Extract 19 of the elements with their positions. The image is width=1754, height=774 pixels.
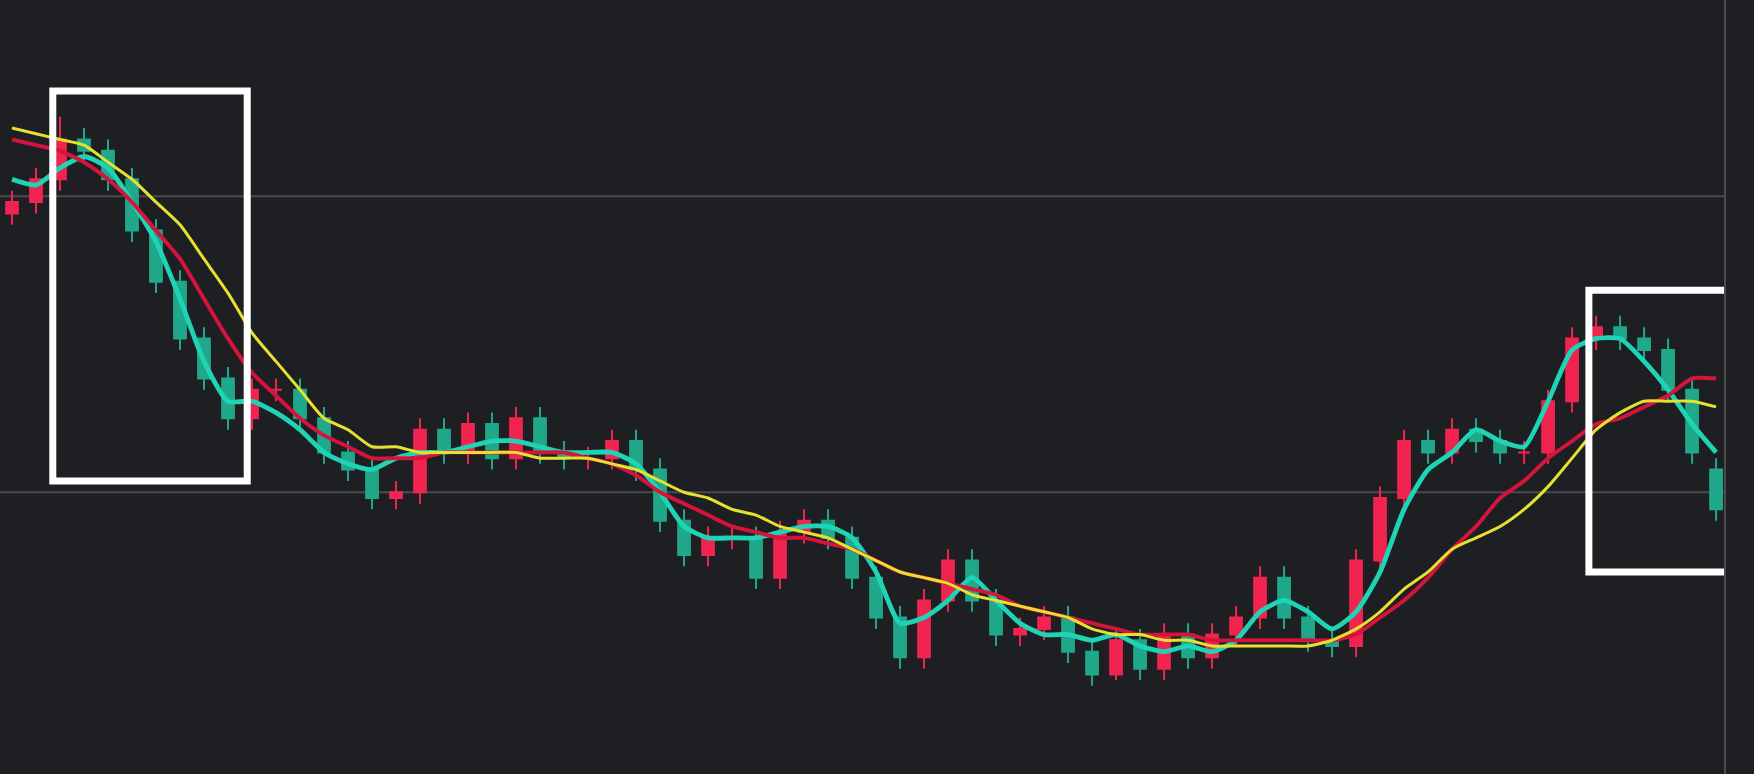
candlestick bbox=[1037, 605, 1051, 642]
candlestick bbox=[1013, 616, 1027, 647]
candlestick bbox=[869, 565, 883, 630]
candlestick bbox=[1397, 428, 1411, 511]
candlestick bbox=[1637, 326, 1651, 363]
candlestick bbox=[1709, 457, 1723, 522]
candlestick bbox=[1517, 440, 1531, 465]
candlestick bbox=[269, 377, 283, 403]
candlestick bbox=[1109, 627, 1123, 682]
candlestick bbox=[5, 189, 19, 226]
candlestick bbox=[917, 588, 931, 670]
candlestick bbox=[389, 479, 403, 511]
candlestick bbox=[1085, 639, 1099, 687]
candlestick bbox=[1373, 485, 1387, 573]
candlestick bbox=[1229, 605, 1243, 647]
candlestick bbox=[989, 588, 1003, 647]
candlestick bbox=[1421, 428, 1435, 465]
candlestick bbox=[749, 525, 763, 591]
candlestick bbox=[365, 457, 379, 511]
